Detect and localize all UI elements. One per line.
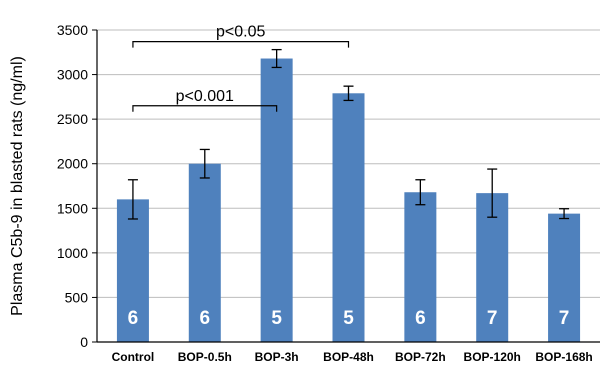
y-axis-title: Plasma C5b-9 in blasted rats (ng/ml): [9, 56, 26, 316]
x-tick-label: BOP-48h: [323, 350, 374, 364]
significance-bracket: [132, 40, 350, 48]
y-tick-label: 1000: [57, 245, 88, 261]
sample-size-label: 7: [559, 308, 570, 329]
labels: 0 500 1000 1500 2000 2500 3000 3500 6 Control 6 BOP…: [9, 22, 593, 364]
sample-size-label: 6: [199, 308, 210, 329]
significance-label: p<0.05: [216, 24, 265, 41]
bar: [332, 93, 365, 342]
x-tick-label: BOP-0.5h: [178, 350, 232, 364]
significance-label: p<0.001: [176, 88, 234, 105]
bar: [188, 163, 221, 342]
sample-size-label: 5: [271, 308, 282, 329]
sample-size-label: 7: [487, 308, 498, 329]
x-tick-label: Control: [112, 350, 155, 364]
x-tick-label: BOP-3h: [255, 350, 299, 364]
y-tick-label: 2000: [57, 156, 88, 172]
bar: [116, 199, 149, 342]
y-tick-label: 3500: [57, 22, 88, 38]
x-tick-label: BOP-168h: [535, 350, 592, 364]
sample-size-label: 5: [343, 308, 354, 329]
bar: [548, 213, 581, 342]
bar: [404, 192, 437, 342]
y-tick-label: 1500: [57, 200, 88, 216]
x-tick-label: BOP-72h: [395, 350, 446, 364]
axes: [92, 29, 600, 343]
y-tick-label: 500: [65, 289, 89, 305]
significance-bracket: [132, 105, 278, 112]
x-tick-label: BOP-120h: [464, 350, 521, 364]
y-tick-label: 0: [80, 334, 88, 350]
bar: [260, 58, 293, 342]
y-tick-label: 3000: [57, 67, 88, 83]
y-tick-label: 2500: [57, 111, 88, 127]
significance-annotations: p<0.001 p<0.05: [132, 24, 350, 112]
bar: [476, 193, 509, 342]
sample-size-label: 6: [415, 308, 426, 329]
sample-size-label: 6: [128, 308, 139, 329]
